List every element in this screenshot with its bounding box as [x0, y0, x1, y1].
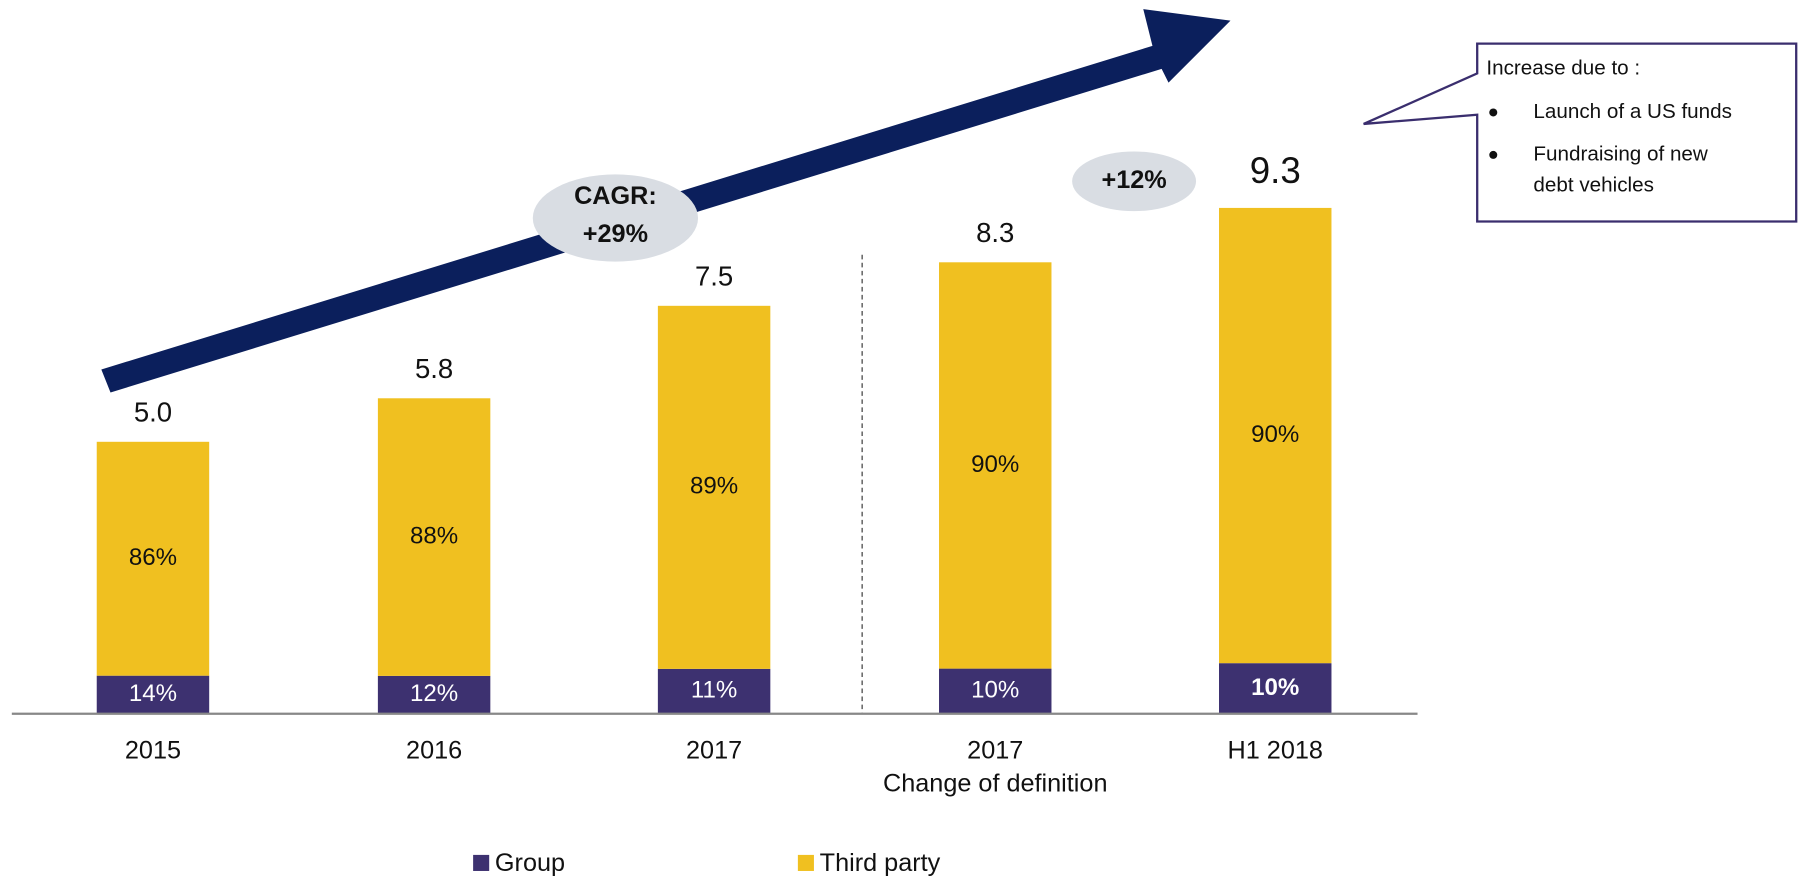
- segment-label: 89%: [690, 473, 738, 500]
- cagr-value: +29%: [583, 220, 648, 248]
- bullet: [1489, 108, 1498, 117]
- cagr-bubble: [532, 174, 699, 262]
- legend-swatch: [473, 854, 490, 871]
- bar-segment: [1219, 207, 1332, 664]
- segment-label: 11%: [691, 677, 737, 704]
- segment-label: 10%: [971, 677, 1019, 704]
- callout-item: debt vehicles: [1533, 173, 1653, 196]
- bar-segment: [939, 262, 1052, 669]
- bar-segment: [377, 398, 491, 676]
- legend-label: Group: [495, 849, 565, 877]
- segment-label: 90%: [971, 451, 1019, 478]
- callout-title: Increase due to :: [1486, 56, 1640, 79]
- bullet: [1489, 150, 1498, 159]
- x-tick-label: H1 2018: [1228, 736, 1323, 764]
- segment-label: 10%: [1251, 674, 1299, 701]
- growth-label: +12%: [1101, 166, 1166, 194]
- category-note: Change of definition: [883, 770, 1107, 798]
- segment-label: 88%: [410, 522, 458, 549]
- bar-segment: [377, 675, 491, 714]
- legend-label: Third party: [820, 849, 941, 877]
- segment-label: 90%: [1251, 421, 1299, 448]
- bar-segment: [657, 305, 771, 669]
- callout-item: Fundraising of new: [1533, 142, 1707, 165]
- x-tick-label: 2016: [406, 736, 462, 764]
- bar-segment: [657, 668, 771, 714]
- x-tick-label: 2017: [967, 736, 1023, 764]
- x-tick-label: 2015: [125, 736, 181, 764]
- total-label: 9.3: [1250, 150, 1301, 191]
- total-label: 7.5: [695, 261, 733, 292]
- total-label: 5.0: [134, 397, 172, 428]
- bar-segment: [1219, 663, 1332, 714]
- bar-segment: [939, 668, 1052, 714]
- segment-label: 86%: [129, 544, 177, 571]
- callout-item: Launch of a US funds: [1533, 100, 1732, 123]
- bar-segment: [96, 675, 210, 714]
- total-label: 5.8: [415, 353, 453, 384]
- x-tick-label: 2017: [686, 736, 742, 764]
- callout-box: [1363, 42, 1798, 223]
- segment-label: 12%: [410, 680, 458, 707]
- segment-label: 14%: [129, 680, 177, 707]
- legend-swatch: [797, 854, 814, 871]
- growth-bubble: [1072, 151, 1197, 212]
- total-label: 8.3: [976, 217, 1014, 248]
- bar-segment: [96, 441, 210, 676]
- cagr-label: CAGR:: [574, 182, 657, 210]
